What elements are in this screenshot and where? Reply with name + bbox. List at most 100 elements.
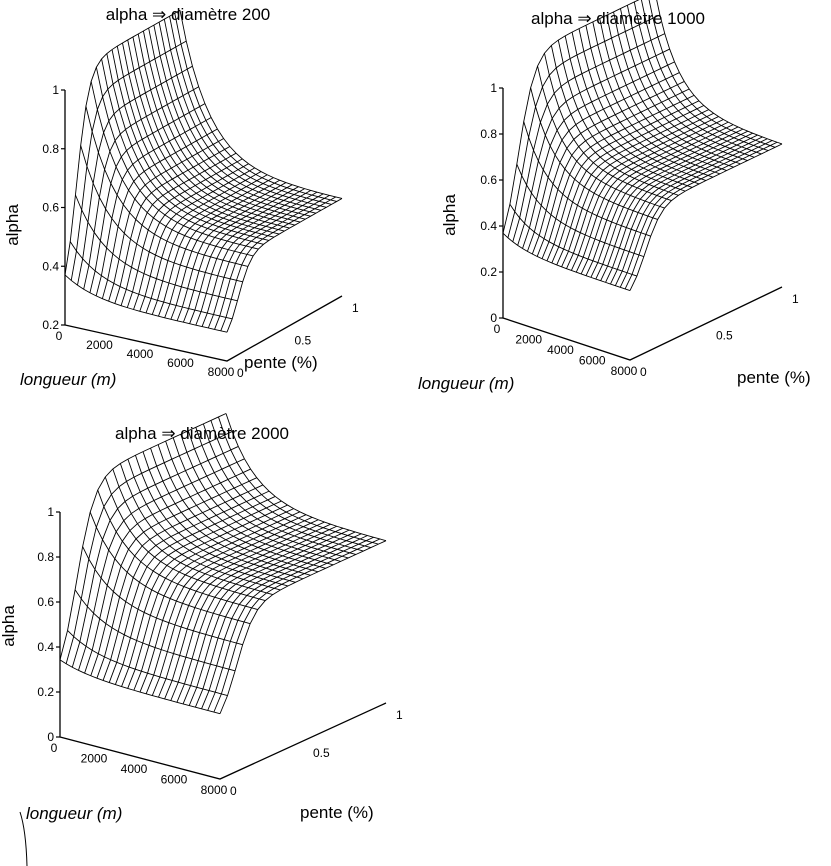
mesh-line-pente (599, 18, 727, 171)
z-tick-label: 0.8 (480, 127, 497, 141)
mesh-line-longueur (133, 511, 301, 691)
mesh-line-longueur (526, 72, 680, 252)
x-tick-label: 8000 (208, 365, 235, 379)
mesh-line-longueur (201, 191, 318, 327)
z-tick-label: 0.6 (37, 595, 54, 609)
mesh-line-longueur (536, 88, 690, 257)
mesh-line-longueur (108, 496, 276, 683)
y-tick-label: 0.5 (716, 329, 733, 343)
x-tick-label: 8000 (201, 783, 228, 797)
mesh-line-longueur (207, 536, 374, 711)
surface-mesh (502, 0, 783, 291)
mesh-line-longueur (220, 196, 336, 331)
mesh-line-longueur (114, 500, 282, 685)
z-tick-label: 0.2 (480, 265, 497, 279)
mesh-line-longueur (207, 193, 324, 329)
mesh-line-longueur (590, 128, 744, 278)
mesh-line-pente (516, 163, 644, 258)
mesh-line-longueur (517, 48, 670, 246)
mesh-line-longueur (84, 468, 251, 674)
mesh-line-longueur (139, 514, 307, 693)
x-tick-label: 4000 (547, 343, 574, 357)
mesh-line-longueur (145, 171, 262, 314)
mesh-line-longueur (201, 535, 368, 710)
mesh-line-longueur (189, 188, 305, 324)
z-tick-label: 0.4 (42, 259, 59, 273)
z-tick-label: 0.6 (42, 201, 59, 215)
z-tick-label: 0 (490, 311, 497, 325)
surface-mesh (59, 413, 387, 715)
mesh-line-longueur (541, 94, 695, 259)
x-axis-label: longueur (m) (20, 370, 116, 389)
x-tick-label: 4000 (127, 347, 154, 361)
z-axis-label: alpha (440, 194, 459, 236)
mesh-line-longueur (145, 516, 313, 694)
mesh-line-longueur (614, 138, 768, 286)
z-tick-label: 0 (47, 730, 54, 744)
mesh-line-longueur (70, 40, 187, 281)
axis-lines (64, 90, 343, 362)
z-tick-label: 0.2 (42, 318, 59, 332)
x-tick-label: 2000 (86, 338, 113, 352)
z-tick-label: 1 (490, 81, 497, 95)
mesh-line-longueur (566, 116, 719, 269)
mesh-line-longueur (600, 132, 753, 281)
axis-lines (502, 88, 783, 361)
y-tick-label: 1 (352, 301, 359, 315)
mesh-line-longueur (170, 525, 337, 701)
mesh-line-longueur (570, 119, 724, 271)
z-axis-label: alpha (3, 204, 22, 246)
mesh-line-longueur (151, 519, 319, 696)
mesh-line-longueur (164, 523, 331, 700)
axis-lines (59, 512, 387, 780)
chart-panel-2: alpha ⇒ diamètre 1000 0 0.2 0.4 0.6 0.8 1 0 2000… (418, 0, 811, 393)
surface-mesh (64, 9, 343, 333)
stray-mark (19, 811, 28, 866)
z-tick-label: 1 (47, 505, 54, 519)
mesh-line-longueur (95, 117, 212, 297)
mesh-line-longueur (96, 484, 264, 679)
mesh-line-longueur (71, 446, 239, 668)
y-tick-label: 1 (792, 292, 799, 306)
mesh-line-longueur (624, 141, 778, 290)
z-tick-label: 0.2 (37, 685, 54, 699)
z-tick-label: 0.8 (37, 550, 54, 564)
y-axis-label: pente (%) (244, 353, 318, 372)
mesh-line-pente (578, 28, 707, 181)
mesh-line-longueur (551, 105, 705, 264)
chart-title: alpha ⇒ diamètre 2000 (115, 424, 289, 443)
mesh-line-longueur (512, 33, 665, 242)
mesh-line-longueur (126, 158, 243, 308)
y-tick-label: 0 (640, 365, 647, 379)
mesh-line-longueur (114, 146, 231, 304)
mesh-line-longueur (101, 128, 218, 299)
mesh-line-longueur (502, 0, 640, 234)
mesh-line-longueur (619, 140, 773, 288)
x-tick-label: 6000 (167, 356, 194, 370)
y-axis-label: pente (%) (300, 803, 374, 822)
mesh-line-longueur (139, 167, 255, 312)
mesh-line-longueur (64, 9, 181, 276)
mesh-line-longueur (121, 504, 288, 687)
mesh-line-longueur (170, 182, 287, 320)
chart-panel-3: alpha ⇒ diamètre 2000 0 0.2 0.4 0.6 0.8 1 0 2000… (0, 413, 403, 823)
y-tick-label: 0.5 (295, 334, 312, 348)
x-axis-label: longueur (m) (418, 374, 514, 393)
mesh-line-longueur (164, 179, 280, 318)
mesh-line-longueur (133, 163, 249, 310)
z-tick-label: 0.4 (480, 219, 497, 233)
mesh-line-longueur (182, 529, 350, 705)
mesh-line-longueur (595, 130, 749, 280)
mesh-line-longueur (219, 540, 387, 714)
mesh-line-longueur (226, 198, 343, 333)
x-tick-label: 6000 (579, 354, 606, 368)
mesh-line-longueur (158, 177, 274, 317)
chart-panel-1: alpha ⇒ diamètre 200 0.2 0.4 0.6 0.8 1 0 2000 40… (3, 5, 359, 389)
mesh-line-longueur (83, 86, 199, 290)
mesh-line-longueur (580, 124, 734, 275)
x-tick-label: 2000 (81, 752, 108, 766)
mesh-line-longueur (575, 121, 729, 273)
mesh-line-longueur (120, 152, 237, 306)
y-tick-label: 1 (396, 708, 403, 722)
z-axis-label: alpha (0, 605, 18, 647)
